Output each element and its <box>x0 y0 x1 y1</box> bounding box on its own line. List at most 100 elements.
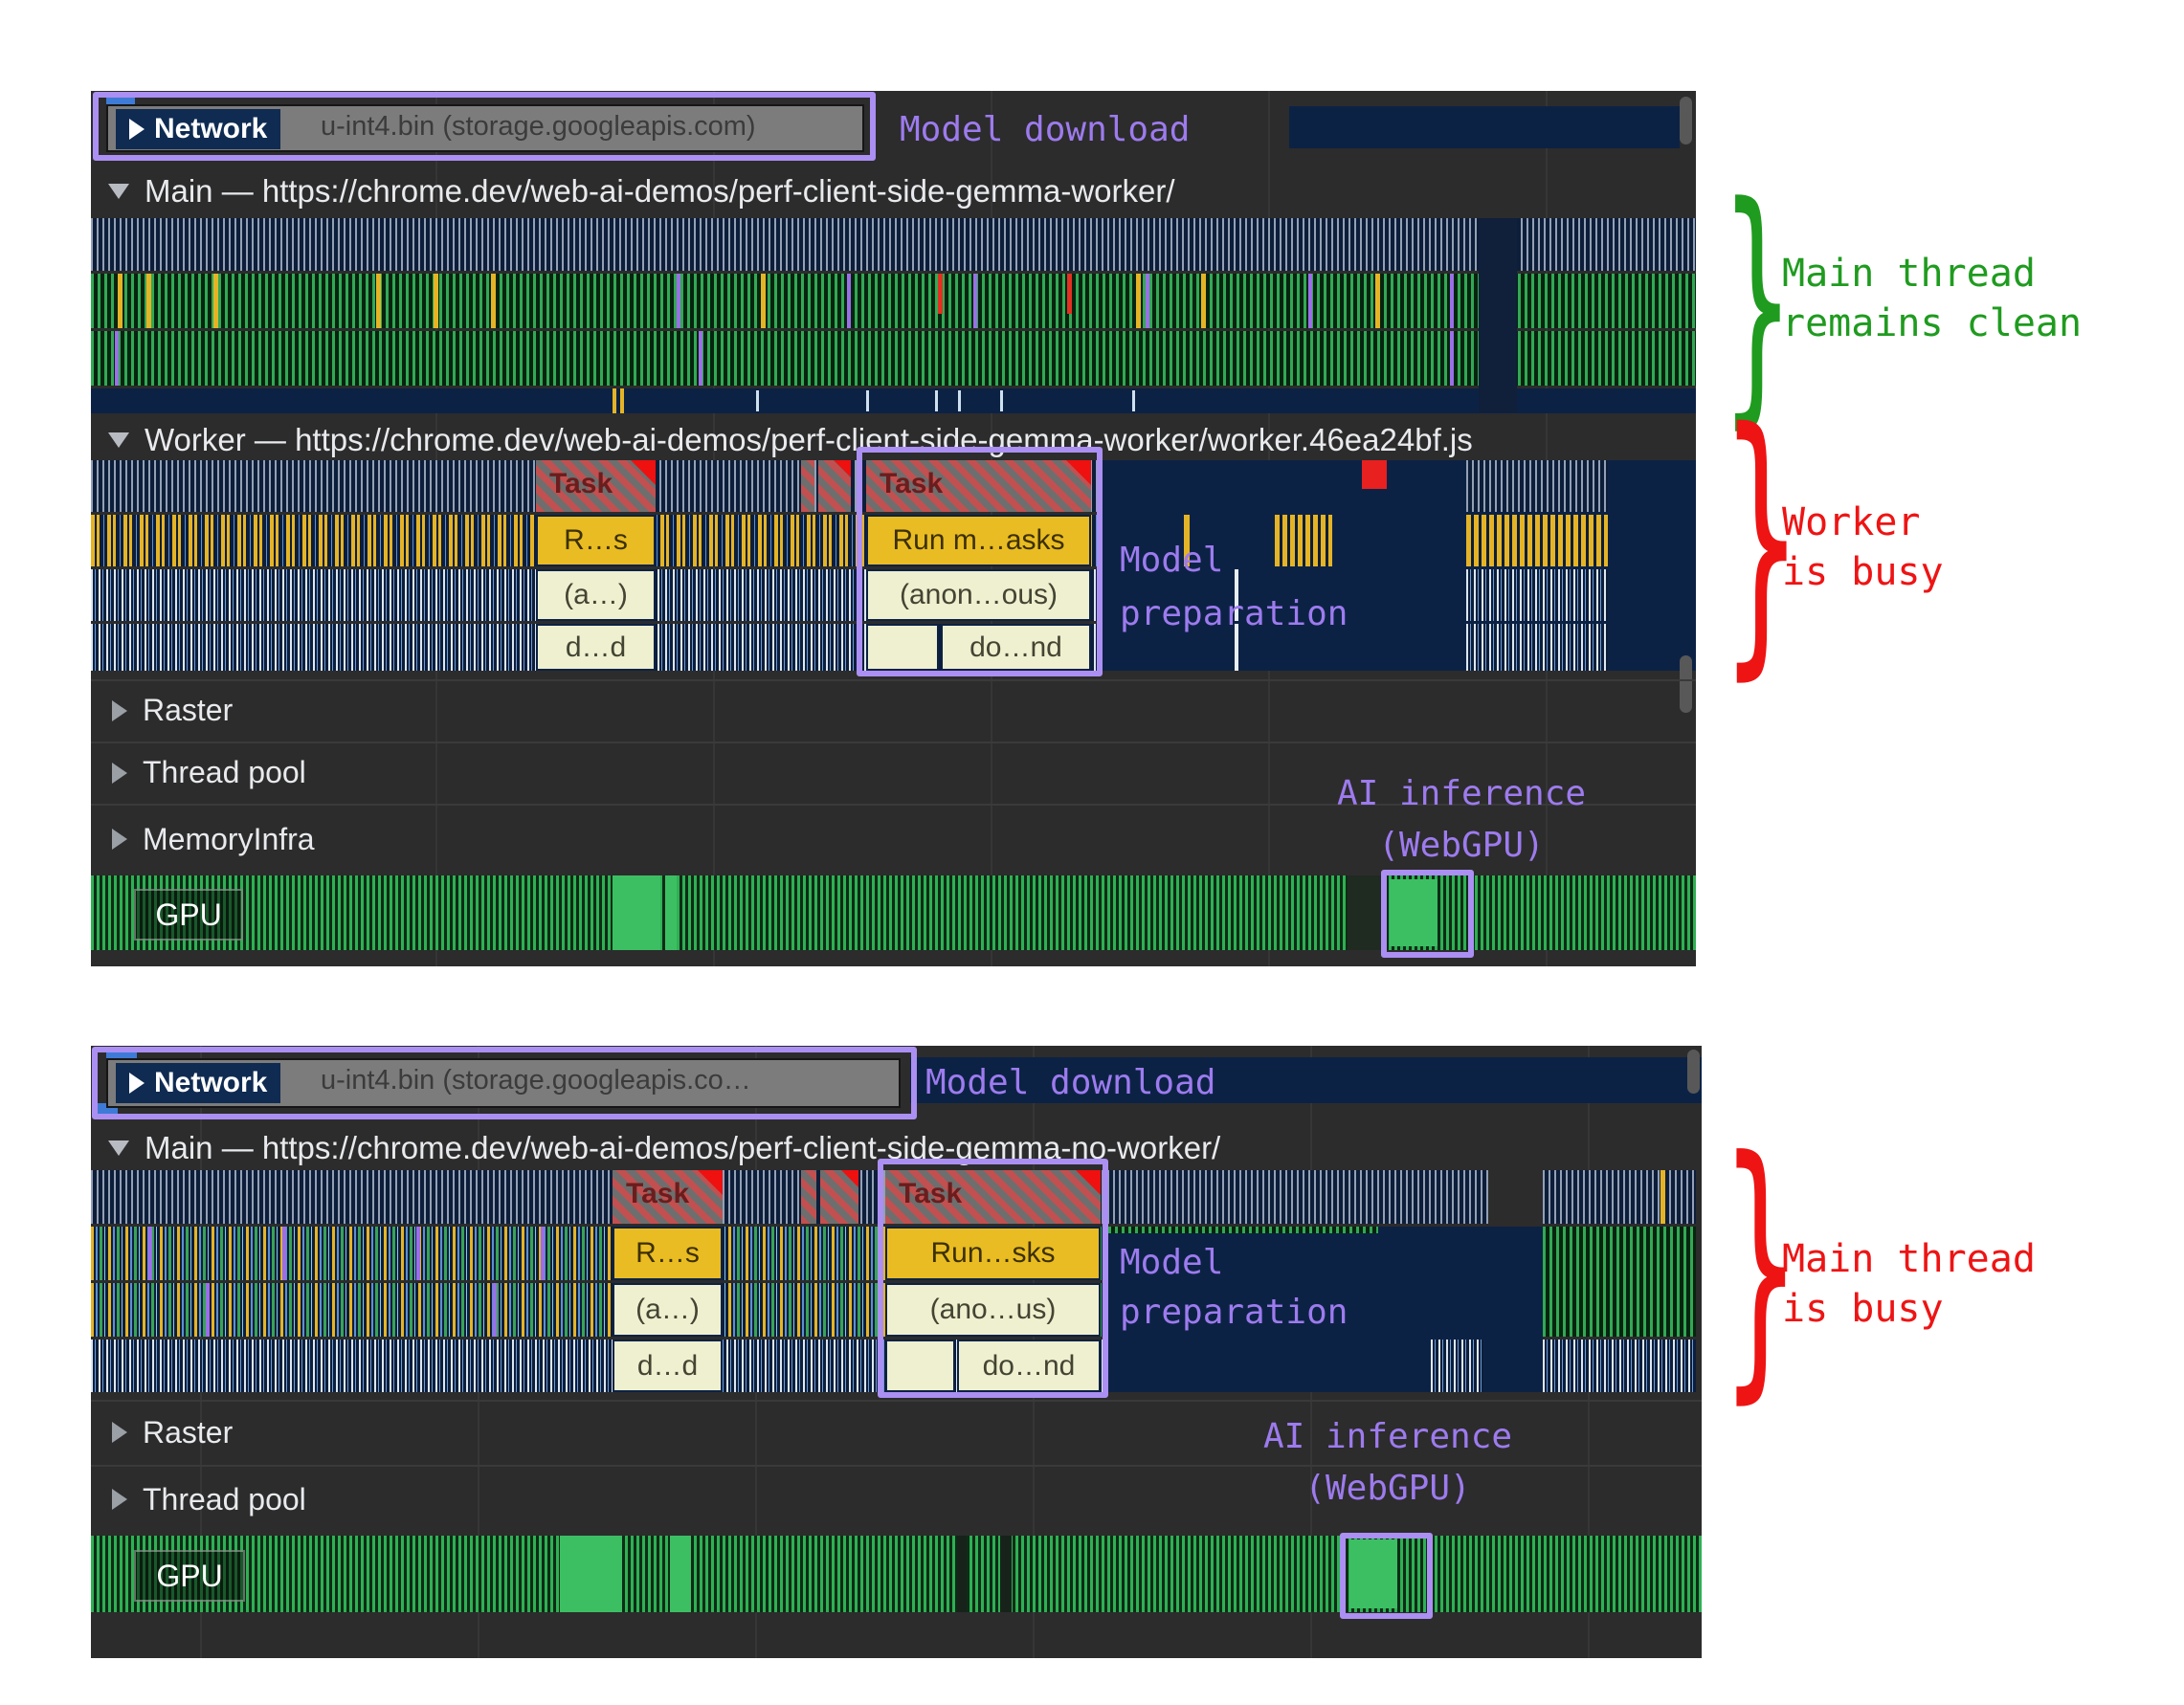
worker-script-cluster[interactable] <box>1466 515 1608 566</box>
fn-block[interactable] <box>885 1340 955 1392</box>
gpu-inference-block[interactable] <box>1349 1539 1397 1608</box>
activity-tick <box>115 331 119 386</box>
network-track-header[interactable]: Network <box>116 109 281 149</box>
main-flame-row-tasks[interactable] <box>91 218 1696 271</box>
task-block-small[interactable] <box>818 460 851 512</box>
flame-fn-cluster[interactable] <box>1543 1340 1696 1392</box>
disclosure-triangle-icon[interactable] <box>108 432 129 448</box>
anonymous-fn-block[interactable]: (a…) <box>536 569 656 621</box>
main-flame-row-scripting[interactable] <box>91 274 1696 328</box>
worker-thread-title: Worker — https://chrome.dev/web-ai-demos… <box>145 422 1473 457</box>
main-flame-row-rendering[interactable] <box>91 331 1696 386</box>
disclosure-triangle-icon[interactable] <box>108 1140 129 1156</box>
worker-task-cluster[interactable] <box>1466 460 1608 512</box>
scrollbar-thumb[interactable] <box>1680 655 1692 713</box>
flame-fn-burst[interactable] <box>1431 1340 1483 1392</box>
disclosure-triangle-icon[interactable] <box>112 829 127 850</box>
main-flame-row-sparse[interactable] <box>91 388 1696 413</box>
task-block-small[interactable] <box>801 460 814 512</box>
gpu-activity-block[interactable] <box>560 1536 622 1612</box>
gpu-track-header[interactable]: GPU <box>134 889 243 941</box>
disclosure-triangle-icon[interactable] <box>108 184 129 199</box>
network-request-fragment <box>106 1051 137 1058</box>
activity-tick <box>958 390 961 411</box>
network-track-label: Network <box>154 1067 268 1098</box>
main-flame-row-tasks[interactable] <box>1543 1170 1696 1224</box>
fn-block[interactable]: do…nd <box>941 624 1091 671</box>
network-request-bar[interactable] <box>1289 106 1680 148</box>
thread-pool-track-header[interactable]: Thread pool <box>91 742 1696 802</box>
activity-tick <box>1132 390 1135 411</box>
network-track-bar[interactable]: Network u-int4.bin (storage.googleapis.c… <box>106 1058 901 1108</box>
raster-track-header[interactable]: Raster <box>91 1400 1702 1463</box>
main-flame-row-tasks[interactable] <box>91 1170 1488 1224</box>
activity-tick <box>1308 274 1312 328</box>
activity-tick <box>938 274 943 314</box>
task-block[interactable]: Task <box>885 1170 1101 1224</box>
long-task-marker[interactable] <box>1362 460 1387 489</box>
gpu-activity-block[interactable] <box>665 875 677 950</box>
fn-block[interactable]: d…d <box>613 1340 723 1392</box>
task-block-small[interactable] <box>820 1170 858 1224</box>
raster-track-header[interactable]: Raster <box>91 679 1696 740</box>
anonymous-fn-block[interactable]: (anon…ous) <box>866 569 1091 621</box>
main-thread-title: Main — https://chrome.dev/web-ai-demos/p… <box>145 173 1175 209</box>
main-thread-track-header[interactable]: Main — https://chrome.dev/web-ai-demos/p… <box>108 173 1175 210</box>
scrollbar-thumb[interactable] <box>1680 97 1692 144</box>
activity-tick <box>1067 274 1072 314</box>
network-track-header[interactable]: Network <box>116 1063 281 1103</box>
gpu-activity-block[interactable] <box>613 875 660 950</box>
worker-script-burst[interactable] <box>1275 515 1332 566</box>
task-block[interactable]: Task <box>866 460 1091 512</box>
long-task-corner-icon <box>1076 1170 1101 1195</box>
disclosure-triangle-icon[interactable] <box>112 762 127 784</box>
gpu-inference-block[interactable] <box>1390 879 1437 946</box>
worker-fn-cluster[interactable] <box>1466 569 1608 621</box>
note-line: remains clean <box>1782 301 2083 345</box>
gpu-track-bar[interactable]: GPU <box>91 875 1696 950</box>
task-block[interactable]: Task <box>536 460 656 512</box>
disclosure-triangle-icon[interactable] <box>129 119 145 140</box>
activity-tick <box>866 390 869 411</box>
anonymous-fn-block[interactable]: (ano…us) <box>885 1283 1101 1337</box>
fn-block[interactable]: d…d <box>536 624 656 671</box>
flame-green-cluster[interactable] <box>1543 1227 1696 1337</box>
anonymous-fn-block[interactable]: (a…) <box>613 1283 723 1337</box>
activity-tick <box>761 274 766 328</box>
disclosure-triangle-icon[interactable] <box>112 1489 127 1510</box>
activity-tick <box>1450 274 1454 328</box>
gpu-track-header[interactable]: GPU <box>134 1550 245 1602</box>
main-flame-row-functions[interactable] <box>91 1340 1108 1392</box>
network-request-bar[interactable] <box>910 1057 1702 1103</box>
run-task-block[interactable]: Run…sks <box>885 1227 1101 1280</box>
activity-tick <box>148 1227 152 1280</box>
fn-tick <box>1235 624 1238 671</box>
memory-infra-track-header[interactable]: MemoryInfra <box>91 804 1696 873</box>
thread-pool-track-header[interactable]: Thread pool <box>91 1465 1702 1532</box>
red-brace: } <box>1721 372 1803 704</box>
task-block-small[interactable] <box>801 1170 816 1224</box>
activity-tick <box>1136 274 1141 328</box>
disclosure-triangle-icon[interactable] <box>112 1422 127 1443</box>
worker-thread-track-header[interactable]: Worker — https://chrome.dev/web-ai-demos… <box>108 422 1473 458</box>
activity-tick <box>935 390 938 411</box>
gpu-track-bar[interactable]: GPU <box>91 1536 1702 1612</box>
thread-pool-track-label: Thread pool <box>143 1481 306 1517</box>
fn-block[interactable] <box>866 624 939 671</box>
task-block[interactable]: Task <box>613 1170 723 1224</box>
scrollbar-thumb[interactable] <box>1687 1050 1700 1094</box>
run-task-block[interactable]: R…s <box>536 515 656 566</box>
note-line: is busy <box>1782 550 1944 594</box>
main-thread-track-header[interactable]: Main — https://chrome.dev/web-ai-demos/p… <box>108 1130 1220 1166</box>
long-task-corner-icon <box>631 460 656 485</box>
fn-block[interactable]: do…nd <box>957 1340 1101 1392</box>
script-tick <box>1184 515 1190 566</box>
note-line: Main thread <box>1782 252 2036 296</box>
network-track-bar[interactable]: Network u-int4.bin (storage.googleapis.c… <box>106 104 864 152</box>
run-task-block[interactable]: R…s <box>613 1227 723 1280</box>
gpu-activity-block[interactable] <box>670 1536 691 1612</box>
run-task-block[interactable]: Run m…asks <box>866 515 1091 566</box>
disclosure-triangle-icon[interactable] <box>112 699 127 721</box>
worker-fn-cluster[interactable] <box>1466 624 1608 671</box>
disclosure-triangle-icon[interactable] <box>129 1073 145 1094</box>
